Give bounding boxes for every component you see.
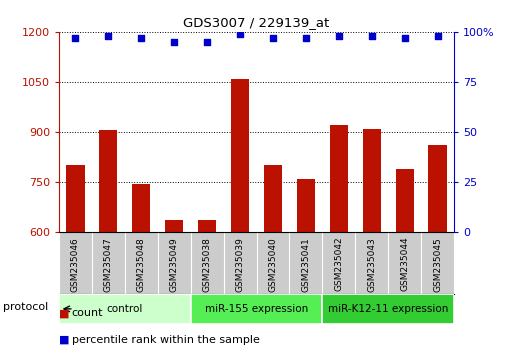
Text: control: control xyxy=(107,304,143,314)
Bar xyxy=(191,294,322,324)
Text: GSM235044: GSM235044 xyxy=(400,237,409,291)
Bar xyxy=(264,165,282,232)
Point xyxy=(368,33,376,39)
Text: miR-155 expression: miR-155 expression xyxy=(205,304,308,314)
Bar xyxy=(396,169,413,232)
Text: GSM235039: GSM235039 xyxy=(235,237,245,292)
Text: GSM235048: GSM235048 xyxy=(137,237,146,292)
Bar xyxy=(132,183,150,232)
Point xyxy=(137,35,145,41)
Bar xyxy=(231,79,249,232)
Point xyxy=(170,39,179,45)
Text: GSM235049: GSM235049 xyxy=(170,237,179,292)
Bar xyxy=(66,165,85,232)
Bar xyxy=(428,145,447,232)
Text: GSM235047: GSM235047 xyxy=(104,237,113,292)
Title: GDS3007 / 229139_at: GDS3007 / 229139_at xyxy=(183,16,330,29)
Text: GSM235046: GSM235046 xyxy=(71,237,80,292)
Text: percentile rank within the sample: percentile rank within the sample xyxy=(72,335,260,345)
Bar xyxy=(322,294,454,324)
Bar xyxy=(198,220,216,232)
Point xyxy=(302,35,310,41)
Text: GSM235043: GSM235043 xyxy=(367,237,376,292)
Text: GSM235038: GSM235038 xyxy=(203,237,212,292)
Bar xyxy=(165,220,183,232)
Text: GSM235042: GSM235042 xyxy=(334,237,343,291)
Text: protocol: protocol xyxy=(3,302,48,312)
Bar xyxy=(59,294,191,324)
Bar xyxy=(297,178,315,232)
Point xyxy=(203,39,211,45)
Point xyxy=(104,33,112,39)
Text: count: count xyxy=(72,308,103,318)
Text: GSM235040: GSM235040 xyxy=(268,237,278,292)
Text: miR-K12-11 expression: miR-K12-11 expression xyxy=(328,304,448,314)
Point xyxy=(236,31,244,37)
Text: GSM235045: GSM235045 xyxy=(433,237,442,292)
Bar xyxy=(100,130,117,232)
Text: GSM235041: GSM235041 xyxy=(301,237,310,292)
Point xyxy=(334,33,343,39)
Point xyxy=(401,35,409,41)
Bar xyxy=(363,129,381,232)
Point xyxy=(433,33,442,39)
Text: ■: ■ xyxy=(59,308,69,318)
Point xyxy=(71,35,80,41)
Bar xyxy=(330,125,348,232)
Point xyxy=(269,35,277,41)
Text: ■: ■ xyxy=(59,335,69,345)
